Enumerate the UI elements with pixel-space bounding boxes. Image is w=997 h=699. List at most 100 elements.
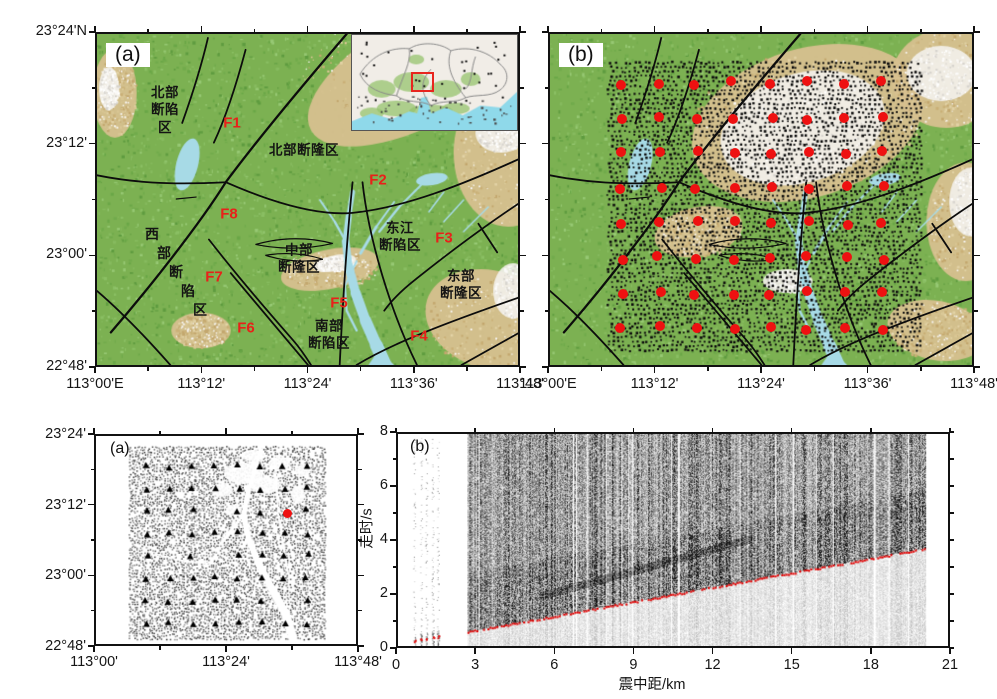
axis-tick <box>950 593 954 595</box>
x-tick-label: 113°36' <box>389 376 438 392</box>
panel-label: (a) <box>110 440 130 457</box>
axis-tick <box>520 31 526 33</box>
axis-tick <box>542 254 548 257</box>
axis-tick <box>253 367 256 371</box>
region-label-south-depression-zone: 南部 断陷区 <box>308 318 350 351</box>
axis-tick <box>94 367 96 373</box>
shot-point <box>728 254 739 265</box>
fault-label-F7: F7 <box>205 268 223 286</box>
shot-point <box>690 253 701 264</box>
axis-tick <box>974 87 978 89</box>
shot-point <box>654 111 665 122</box>
x-tick-label: 113°00' <box>70 654 118 670</box>
axis-tick <box>632 648 635 654</box>
axis-tick <box>306 26 309 32</box>
axis-tick <box>392 620 396 622</box>
axis-tick <box>974 366 980 368</box>
axis-tick <box>974 254 980 257</box>
axis-tick <box>653 26 656 32</box>
axis-tick <box>225 646 227 652</box>
axis-tick <box>542 31 548 33</box>
shot-point <box>802 75 813 86</box>
axis-tick <box>358 645 364 647</box>
fault-label-F5: F5 <box>330 294 348 312</box>
axis-tick <box>866 367 869 373</box>
fault-label-F8: F8 <box>220 205 238 223</box>
shot-point <box>691 323 702 333</box>
map-panel-station-speckle: (a) <box>94 434 358 646</box>
axis-tick <box>90 539 94 541</box>
axis-tick <box>90 609 94 612</box>
axis-tick <box>950 431 954 433</box>
axis-tick <box>413 367 415 373</box>
axis-tick <box>358 539 362 541</box>
shot-point <box>693 215 704 226</box>
axis-tick <box>392 512 396 514</box>
axis-tick <box>544 310 548 312</box>
x-tick-label: 113°36' <box>843 376 892 392</box>
shot-point <box>689 289 700 300</box>
shot-point <box>765 252 776 263</box>
shot-point <box>800 250 811 261</box>
axis-tick <box>707 28 709 32</box>
axis-tick <box>291 646 293 650</box>
axis-tick <box>520 198 524 201</box>
x-tick-label: 113°24' <box>737 376 785 392</box>
axis-tick <box>93 428 95 434</box>
fault-label-F1: F1 <box>223 114 241 132</box>
y-tick-label: 4 <box>379 531 388 547</box>
fault-label-F3: F3 <box>435 229 453 247</box>
axis-tick <box>547 26 549 32</box>
axis-tick <box>200 367 202 373</box>
shot-point <box>766 321 777 332</box>
axis-tick <box>519 367 521 373</box>
axis-tick <box>358 574 364 577</box>
panel-label: (b) <box>559 43 603 67</box>
axis-tick <box>359 28 362 32</box>
axis-tick <box>790 428 793 432</box>
shot-point <box>729 289 740 300</box>
axis-tick <box>760 26 762 32</box>
axis-tick <box>950 566 954 568</box>
y-tick-label: 23°00' <box>45 567 86 584</box>
axis-tick <box>870 428 872 432</box>
axis-tick <box>390 431 396 433</box>
axis-tick <box>544 87 548 89</box>
axis-tick <box>395 648 397 654</box>
axis-tick <box>920 367 922 371</box>
axis-tick <box>88 574 94 577</box>
shot-point <box>876 76 887 87</box>
record-section-chart: (b) <box>396 432 950 648</box>
shot-point <box>614 183 625 194</box>
axis-tick <box>813 28 815 32</box>
region-label-dongjiang-depression-zone: 东江 断陷区 <box>379 220 421 253</box>
axis-tick <box>147 367 149 371</box>
axis-tick <box>553 428 556 432</box>
x-tick-label: 6 <box>550 657 559 673</box>
y-tick-label: 23°24' <box>45 426 86 442</box>
axis-tick <box>89 31 95 33</box>
axis-tick <box>950 485 954 487</box>
x-tick-label: 21 <box>941 657 959 673</box>
axis-tick <box>950 512 954 514</box>
axis-tick <box>395 428 397 432</box>
axis-tick <box>390 485 396 487</box>
axis-tick <box>600 367 602 371</box>
axis-tick <box>413 26 415 32</box>
shot-point <box>656 183 667 194</box>
axis-tick <box>89 366 95 368</box>
axis-tick <box>390 539 396 541</box>
fault-label-F2: F2 <box>369 171 387 189</box>
axis-tick <box>949 428 951 432</box>
axis-tick <box>949 648 951 654</box>
x-tick-label: 0 <box>391 657 401 673</box>
x-tick-label: 113°24' <box>283 376 332 392</box>
x-tick-label: 18 <box>862 657 879 673</box>
axis-tick <box>358 468 362 471</box>
axis-tick <box>920 28 922 32</box>
axis-tick <box>520 87 524 89</box>
shot-point <box>615 218 626 229</box>
y-tick-label: 22°48' <box>46 358 87 374</box>
shot-point <box>691 114 702 125</box>
map-panel-fault-zones: (a) F1 F2 F3 F4 F5 F6 F7 F8 北部 断陷 区北部断隆区西部断陷区 中部 … <box>95 32 520 367</box>
